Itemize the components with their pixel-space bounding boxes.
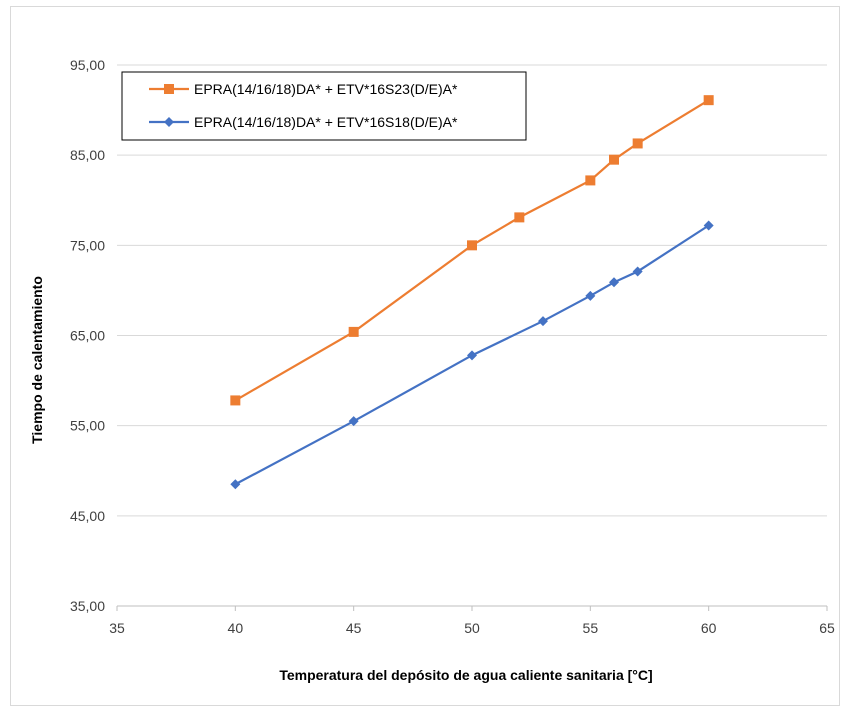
data-point: [609, 154, 619, 165]
y-tick-labels: 35,00 45,00 55,00 65,00 75,00 85,00 95,00: [70, 57, 105, 614]
y-tick-label: 55,00: [70, 418, 105, 434]
x-tick-label: 45: [346, 620, 362, 636]
data-point: [538, 316, 548, 327]
data-point: [467, 350, 477, 361]
y-tick-label: 95,00: [70, 57, 105, 73]
x-tick-label: 55: [583, 620, 599, 636]
series-1: [230, 95, 714, 406]
x-tick-label: 65: [819, 620, 835, 636]
x-tick-labels: 35 40 45 50 55 60 65: [109, 620, 835, 636]
y-tick-label: 65,00: [70, 328, 105, 344]
y-tick-label: 45,00: [70, 508, 105, 524]
legend: EPRA(14/16/18)DA* + ETV*16S23(D/E)A* EPRA…: [121, 71, 527, 141]
data-point: [514, 212, 525, 223]
data-point: [348, 326, 359, 337]
data-point: [230, 395, 241, 406]
legend-label: EPRA(14/16/18)DA* + ETV*16S18(D/E)A*: [194, 114, 458, 130]
data-point: [467, 240, 477, 251]
x-tick-label: 35: [109, 620, 125, 636]
y-tick-label: 35,00: [70, 598, 105, 614]
data-point: [632, 138, 643, 149]
legend-marker: [164, 117, 174, 127]
data-point: [609, 277, 619, 288]
gridlines: [117, 64, 827, 517]
y-tick-label: 75,00: [70, 237, 105, 253]
data-point: [703, 95, 714, 106]
legend-item: EPRA(14/16/18)DA* + ETV*16S18(D/E)A*: [149, 114, 458, 130]
series-group: [230, 95, 714, 490]
data-point: [348, 416, 359, 427]
y-tick-label: 85,00: [70, 147, 105, 163]
chart-frame: [10, 6, 840, 706]
legend-marker: [164, 84, 174, 94]
data-point: [632, 266, 643, 277]
x-axis-title: Temperatura del depósito de agua calient…: [279, 667, 652, 683]
x-tick-label: 60: [701, 620, 717, 636]
data-point: [703, 220, 714, 231]
series-2: [230, 220, 714, 490]
axes: [116, 605, 828, 611]
series-line: [234, 224, 710, 486]
legend-item: EPRA(14/16/18)DA* + ETV*16S23(D/E)A*: [149, 81, 458, 97]
legend-box: [121, 71, 527, 141]
data-point: [230, 479, 241, 490]
legend-label: EPRA(14/16/18)DA* + ETV*16S23(D/E)A*: [194, 81, 458, 97]
y-axis-title: Tiempo de calentamiento: [29, 276, 45, 444]
x-tick-label: 50: [464, 620, 480, 636]
data-point: [585, 290, 596, 301]
data-point: [585, 175, 596, 186]
x-tick-label: 40: [228, 620, 244, 636]
